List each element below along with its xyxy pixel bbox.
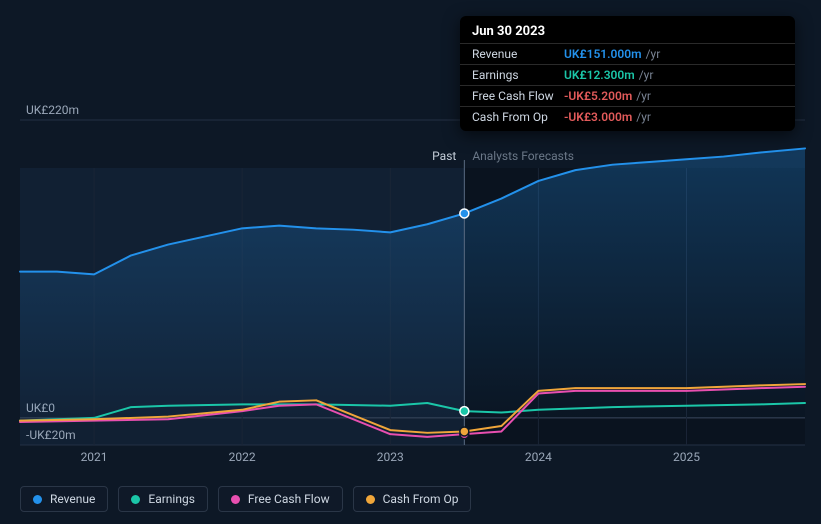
legend-item-cfo[interactable]: Cash From Op [353,486,472,512]
tooltip-row-label: Free Cash Flow [472,89,564,103]
legend-swatch [131,495,140,504]
legend-label: Revenue [50,492,95,506]
legend-label: Free Cash Flow [248,492,330,506]
tooltip-row-label: Cash From Op [472,110,564,124]
legend-swatch [366,495,375,504]
tooltip-date: Jun 30 2023 [460,24,795,43]
legend-swatch [33,495,42,504]
past-label: Past [432,149,456,163]
tooltip-row-value: UK£151.000m [564,47,642,61]
tooltip-row: Cash From Op-UK£3.000m/yr [460,106,795,127]
legend-label: Earnings [148,492,195,506]
tooltip-row-label: Revenue [472,47,564,61]
series-marker-earnings [460,407,469,416]
legend-item-earnings[interactable]: Earnings [118,486,208,512]
chart-tooltip: Jun 30 2023 RevenueUK£151.000m/yrEarning… [460,16,795,131]
tooltip-row-unit: /yr [646,47,661,61]
tooltip-row: EarningsUK£12.300m/yr [460,64,795,85]
y-axis-label: -UK£20m [26,428,76,442]
tooltip-row-value: -UK£3.000m [564,110,632,124]
x-axis-label: 2021 [81,450,108,464]
x-axis-label: 2024 [525,450,552,464]
y-axis-label: UK£220m [26,103,79,117]
legend-item-fcf[interactable]: Free Cash Flow [218,486,343,512]
x-axis-label: 2022 [229,450,256,464]
chart-legend: Revenue Earnings Free Cash Flow Cash From O… [20,486,471,512]
tooltip-row: Free Cash Flow-UK£5.200m/yr [460,85,795,106]
financials-chart: UK£220mUK£0-UK£20m20212022202320242025Pa… [0,0,821,524]
legend-item-revenue[interactable]: Revenue [20,486,108,512]
x-axis-label: 2023 [377,450,404,464]
x-axis-label: 2025 [673,450,700,464]
legend-swatch [231,495,240,504]
tooltip-row-unit: /yr [636,89,651,103]
tooltip-row-label: Earnings [472,68,564,82]
tooltip-row-unit: /yr [639,68,654,82]
series-marker-cfo [460,427,469,436]
series-marker-revenue [460,209,469,218]
tooltip-row-unit: /yr [636,110,651,124]
tooltip-row-value: UK£12.300m [564,68,635,82]
tooltip-row-value: -UK£5.200m [564,89,632,103]
forecast-label: Analysts Forecasts [472,149,574,163]
legend-label: Cash From Op [383,492,459,506]
tooltip-row: RevenueUK£151.000m/yr [460,43,795,64]
